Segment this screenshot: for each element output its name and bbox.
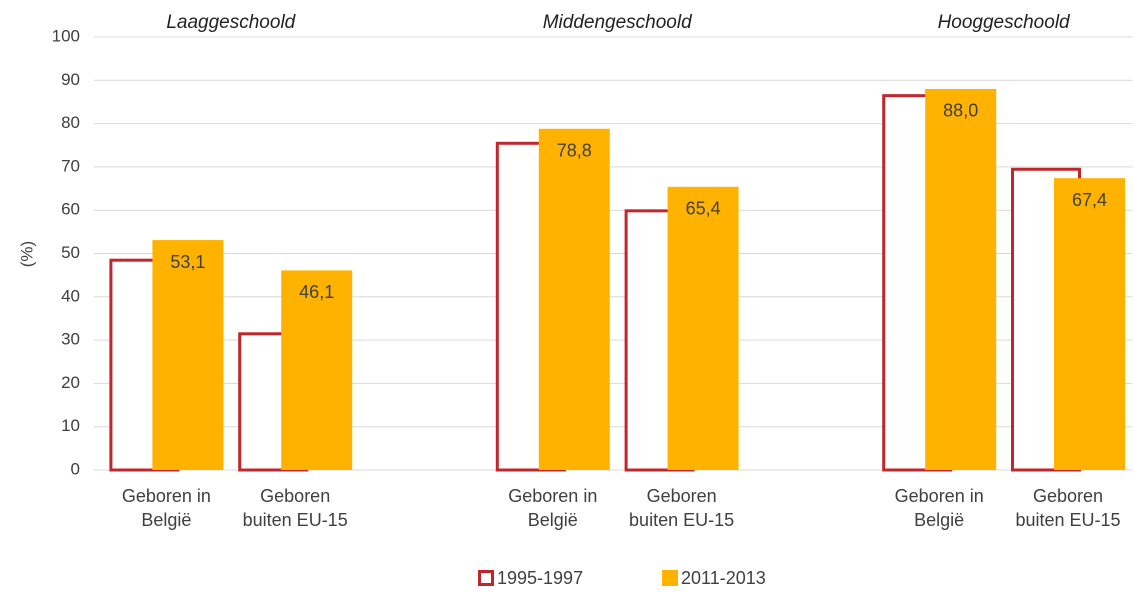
- x-tick-label: Geboren in België: [894, 486, 984, 530]
- y-tick-label: 20: [61, 373, 80, 392]
- value-label: 88,0: [943, 101, 978, 121]
- bar: [281, 270, 353, 470]
- x-tick-label: Geboren in België: [121, 486, 211, 530]
- x-tick-label: Geboren buiten EU-15: [1015, 486, 1121, 530]
- value-label: 65,4: [686, 199, 721, 219]
- bar: [1054, 178, 1125, 470]
- y-tick-label: 60: [61, 200, 80, 219]
- x-tick-label: Geboren buiten EU-15: [242, 486, 348, 530]
- y-tick-label: 10: [61, 416, 80, 435]
- x-tick-label: Geboren buiten EU-15: [629, 486, 735, 530]
- legend-label: 1995-1997: [497, 568, 583, 588]
- legend-swatch: [478, 570, 494, 586]
- legend-label: 2011-2013: [681, 568, 766, 588]
- x-tick-label: Geboren in België: [508, 486, 598, 530]
- y-tick-label: 90: [61, 70, 80, 89]
- y-axis-label: (%): [17, 241, 36, 267]
- legend-swatch: [662, 570, 678, 586]
- y-tick-label: 70: [61, 156, 80, 175]
- bar: [925, 88, 997, 471]
- y-tick-label: 0: [71, 459, 80, 478]
- value-label: 46,1: [299, 282, 334, 302]
- y-tick-label: 80: [61, 113, 80, 132]
- group-label: Laaggeschoold: [166, 12, 296, 33]
- y-tick-label: 30: [61, 330, 80, 349]
- group-label: Hooggeschoold: [938, 12, 1071, 33]
- y-tick-label: 100: [52, 26, 80, 45]
- group-label: Middengeschoold: [543, 12, 693, 33]
- bar: [152, 240, 224, 470]
- y-tick-label: 40: [61, 286, 80, 305]
- value-label: 67,4: [1072, 190, 1107, 210]
- value-label: 53,1: [170, 252, 205, 272]
- bar: [667, 186, 739, 470]
- bar: [538, 128, 610, 470]
- y-tick-label: 50: [61, 243, 80, 262]
- value-label: 78,8: [557, 141, 592, 161]
